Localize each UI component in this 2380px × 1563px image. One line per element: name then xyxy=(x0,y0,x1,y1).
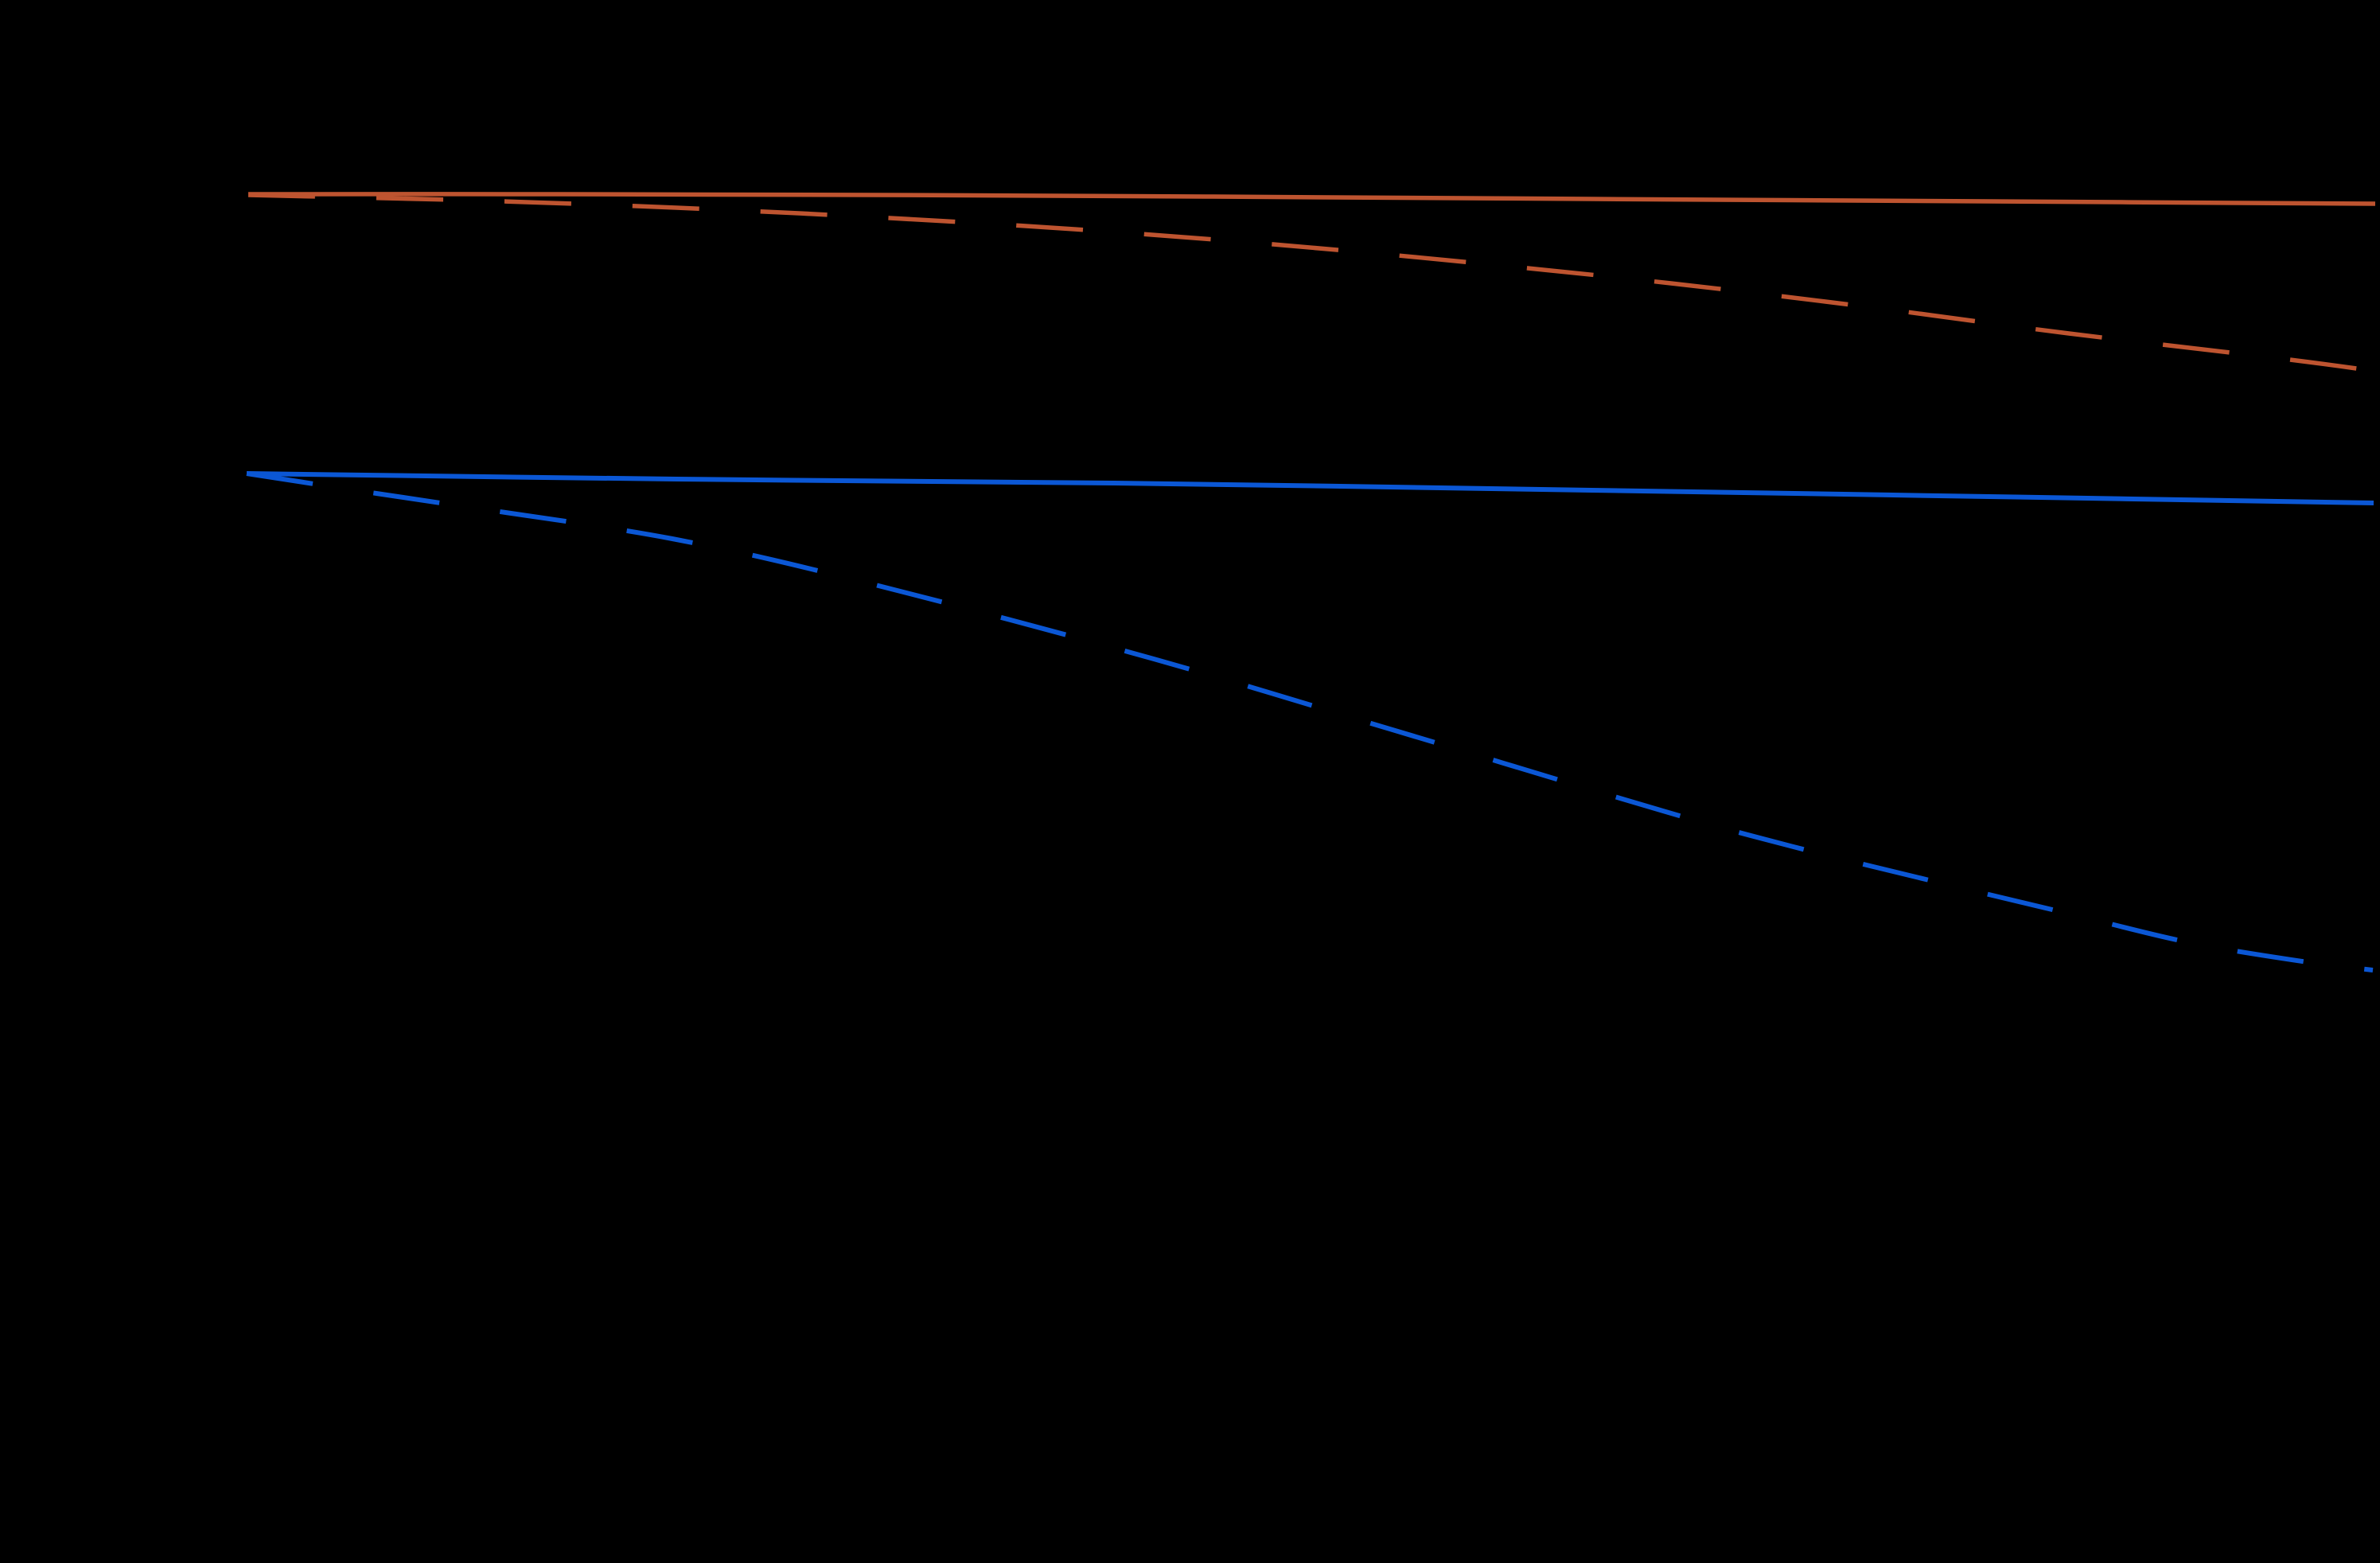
blue-dashed-line xyxy=(246,471,2374,972)
blue-solid-line xyxy=(246,471,2374,505)
orange-solid-line xyxy=(247,192,2376,206)
orange-dashed-line xyxy=(247,193,2380,374)
series-layer xyxy=(246,192,2380,972)
